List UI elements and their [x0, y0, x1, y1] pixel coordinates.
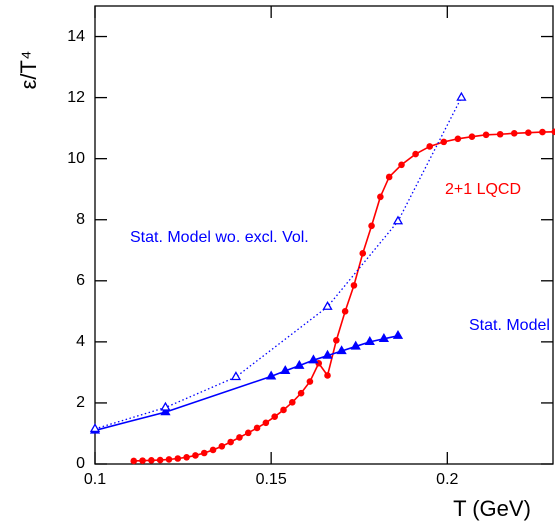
point [322, 300, 333, 310]
point [192, 452, 199, 459]
y-tick-label: 6 [76, 272, 85, 289]
y-tick-label: 14 [67, 28, 85, 45]
point [271, 413, 278, 420]
point [496, 130, 504, 138]
x-tick-label: 0.1 [84, 471, 106, 488]
point [482, 131, 490, 139]
point [456, 91, 467, 101]
point [165, 456, 173, 463]
point [539, 128, 546, 136]
point [364, 336, 375, 346]
point [174, 455, 182, 462]
y-tick-label: 4 [76, 333, 85, 350]
point [218, 442, 226, 450]
point [160, 401, 171, 411]
point [244, 429, 252, 437]
point [308, 354, 319, 364]
point [89, 423, 101, 433]
point [156, 456, 164, 464]
point [253, 424, 261, 432]
point [359, 250, 367, 257]
point [454, 135, 462, 143]
y-tick-label: 12 [67, 89, 85, 106]
point [392, 329, 404, 339]
y-tick-label: 0 [76, 455, 85, 472]
point [139, 457, 146, 464]
y-axis-label: ε/T⁴ [16, 51, 41, 90]
point [398, 161, 405, 169]
point [385, 173, 393, 181]
point [288, 399, 296, 406]
point [377, 193, 384, 201]
point [227, 438, 234, 446]
point [412, 150, 419, 158]
point [306, 378, 314, 385]
point [440, 138, 448, 146]
point [280, 365, 291, 375]
point [209, 446, 217, 454]
point [551, 128, 555, 136]
point [200, 449, 208, 457]
point [297, 389, 305, 397]
point [333, 337, 340, 344]
point [350, 282, 358, 289]
series-line [94, 97, 462, 430]
point [525, 129, 532, 137]
point [378, 333, 390, 342]
point [510, 130, 518, 137]
x-axis-label: T (GeV) [453, 496, 531, 521]
point [183, 453, 190, 461]
series-label: 2+1 LQCD [445, 181, 521, 198]
series-line [94, 334, 399, 432]
point [341, 308, 349, 315]
plot-frame [94, 5, 554, 465]
y-tick-label: 8 [76, 211, 85, 228]
point [350, 340, 361, 350]
y-tick-label: 2 [76, 394, 85, 411]
point [236, 434, 243, 441]
point [230, 371, 242, 381]
point [266, 370, 277, 380]
point [130, 457, 138, 465]
point [262, 419, 270, 427]
point [294, 359, 305, 369]
point [322, 349, 333, 359]
point [468, 133, 476, 140]
series-label: Stat. Model wo. excl. Vol. [130, 229, 309, 246]
point [148, 457, 155, 464]
point [336, 345, 347, 355]
point [368, 222, 375, 230]
x-tick-label: 0.2 [436, 471, 458, 488]
point [426, 143, 433, 150]
point [324, 372, 331, 379]
x-tick-label: 0.15 [256, 471, 287, 488]
point [160, 406, 171, 416]
point [280, 406, 287, 414]
series-label: Stat. Model [469, 317, 550, 334]
y-tick-label: 10 [67, 150, 85, 167]
point [392, 215, 404, 225]
